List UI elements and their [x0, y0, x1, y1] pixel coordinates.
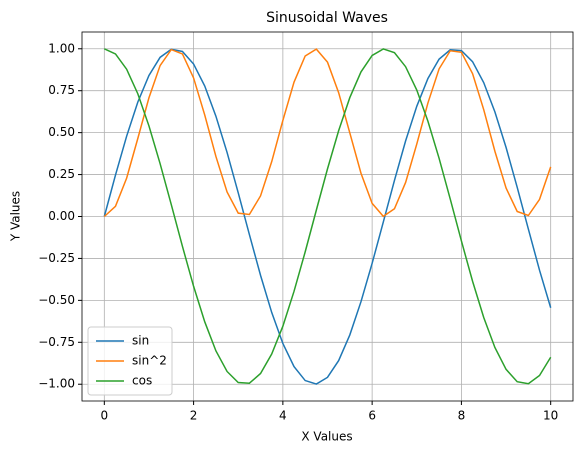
legend: sin sin^2 cos: [87, 326, 173, 396]
line-series: [103, 48, 552, 385]
legend-label: sin^2: [132, 354, 167, 368]
y-tick-label: −0.75: [38, 335, 75, 349]
line-series: [103, 48, 552, 218]
y-tick-label: 0.25: [48, 167, 75, 181]
y-tick-label: −1.00: [38, 377, 75, 391]
legend-label: cos: [132, 374, 152, 388]
x-axis-label: X Values: [301, 430, 352, 444]
line-series: [104, 48, 552, 385]
legend-box: [87, 326, 173, 396]
y-tick-label: −0.50: [38, 293, 75, 307]
y-tick-label: 0.00: [48, 209, 75, 223]
x-tick-label: 8: [458, 409, 466, 423]
x-tick-label: 2: [190, 409, 198, 423]
y-tick-label: 0.50: [48, 125, 75, 139]
y-tick-label: 1.00: [48, 41, 75, 55]
x-tick-label: 0: [100, 409, 108, 423]
plot-frame: [81, 31, 574, 402]
legend-label: sin: [132, 334, 149, 348]
x-tick-label: 6: [368, 409, 376, 423]
chart-title: Sinusoidal Waves: [266, 10, 388, 26]
y-tick-label: 0.75: [48, 83, 75, 97]
y-axis-label: Y Values: [9, 191, 23, 242]
y-tick-label: −0.25: [38, 251, 75, 265]
x-tick-label: 10: [543, 409, 558, 423]
x-tick-label: 4: [279, 409, 287, 423]
